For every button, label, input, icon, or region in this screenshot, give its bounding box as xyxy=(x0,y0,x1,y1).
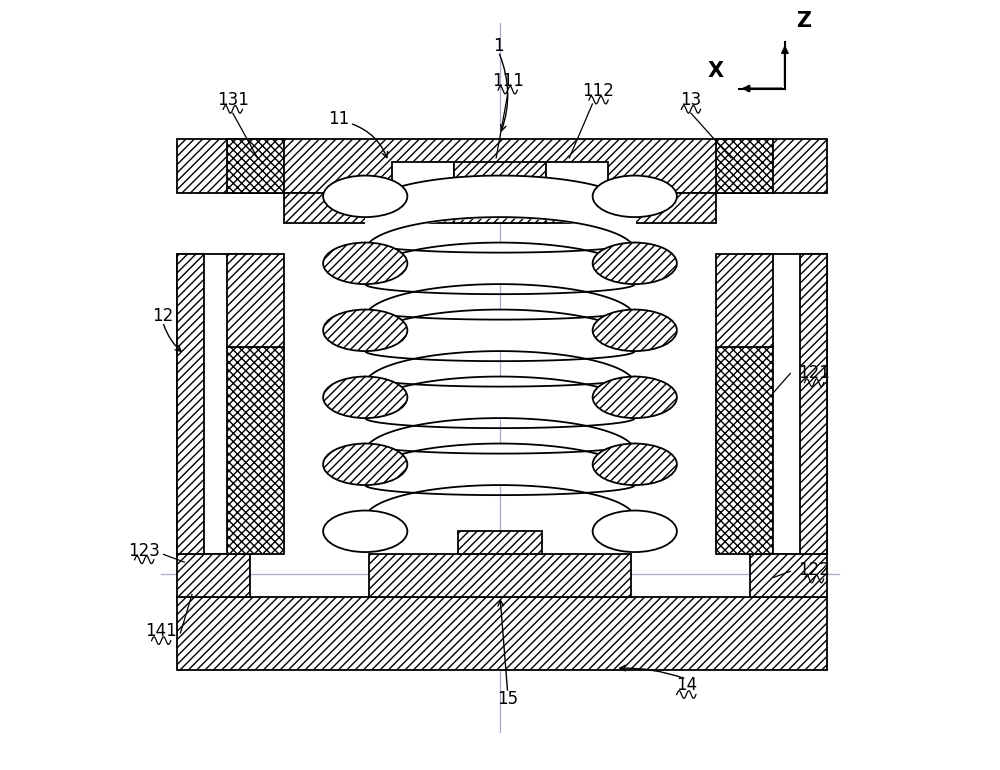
Text: 112: 112 xyxy=(583,82,614,100)
Bar xyxy=(716,139,773,192)
Text: 131: 131 xyxy=(217,91,249,109)
Ellipse shape xyxy=(323,310,407,351)
Bar xyxy=(369,554,631,597)
Ellipse shape xyxy=(323,176,407,217)
Text: 13: 13 xyxy=(680,91,702,109)
Text: 15: 15 xyxy=(497,690,518,708)
Bar xyxy=(746,254,827,554)
Bar xyxy=(716,346,773,554)
Text: Z: Z xyxy=(796,11,812,31)
Bar xyxy=(392,162,454,192)
Bar xyxy=(250,139,750,192)
Text: 12: 12 xyxy=(152,306,173,325)
Bar xyxy=(227,254,284,346)
Ellipse shape xyxy=(323,511,407,552)
Ellipse shape xyxy=(593,310,677,351)
Text: 11: 11 xyxy=(328,110,349,129)
Ellipse shape xyxy=(593,243,677,284)
Text: X: X xyxy=(707,61,723,81)
Ellipse shape xyxy=(323,243,407,284)
Bar xyxy=(284,192,716,223)
Text: 122: 122 xyxy=(798,561,830,579)
Bar xyxy=(177,139,250,192)
Text: 123: 123 xyxy=(128,541,160,560)
Bar xyxy=(227,346,284,554)
Ellipse shape xyxy=(323,444,407,485)
Text: 14: 14 xyxy=(676,676,697,695)
Ellipse shape xyxy=(593,511,677,552)
Bar xyxy=(458,531,542,554)
Bar xyxy=(454,162,546,223)
Bar xyxy=(177,554,250,597)
Ellipse shape xyxy=(593,176,677,217)
Bar xyxy=(716,254,773,346)
Bar xyxy=(177,597,827,670)
Bar xyxy=(750,554,827,597)
Text: 1: 1 xyxy=(493,37,504,55)
Text: 121: 121 xyxy=(798,364,830,383)
Bar xyxy=(177,254,204,554)
Bar xyxy=(177,254,254,554)
Text: 141: 141 xyxy=(145,622,177,641)
Ellipse shape xyxy=(593,377,677,418)
Bar xyxy=(546,162,608,192)
Ellipse shape xyxy=(323,377,407,418)
Bar xyxy=(800,254,827,554)
Ellipse shape xyxy=(593,444,677,485)
Bar xyxy=(227,139,284,192)
Bar xyxy=(750,139,827,192)
Text: 111: 111 xyxy=(492,72,524,90)
